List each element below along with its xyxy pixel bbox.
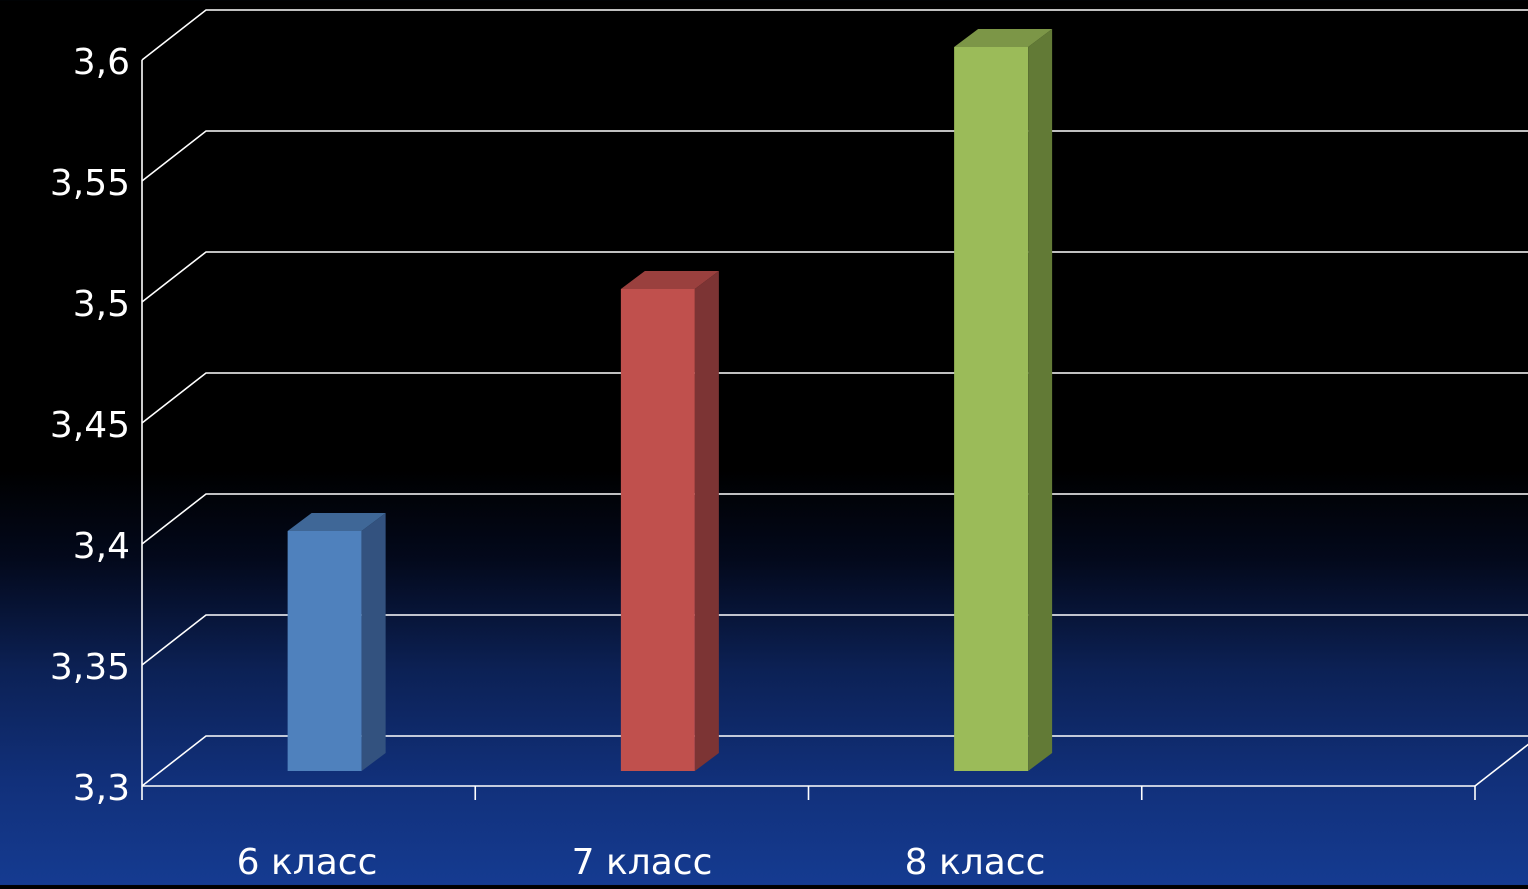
gridline	[141, 130, 1528, 182]
bar-side	[694, 271, 719, 771]
gridline	[141, 251, 1528, 303]
bar-side	[361, 513, 386, 771]
bar-side	[1028, 29, 1053, 771]
gridlines	[141, 9, 1528, 787]
bars	[287, 29, 1053, 771]
y-tick-label: 3,4	[73, 526, 130, 567]
bar	[954, 47, 1029, 771]
y-tick-label: 3,55	[50, 163, 130, 204]
bar	[620, 289, 695, 771]
gridline	[141, 614, 1528, 666]
y-tick-labels: 3,3 3,35 3,4 3,45 3,5 3,55 3,6	[50, 42, 130, 809]
x-tick-labels: 6 класс 7 класс 8 класс	[237, 842, 1046, 883]
bar-top	[287, 513, 386, 531]
y-tick-label: 3,45	[50, 405, 130, 446]
floor-right-edge	[1474, 743, 1528, 787]
y-tick-label: 3,3	[73, 768, 130, 809]
y-tick-label: 3,6	[73, 42, 130, 83]
x-tick-label: 8 класс	[905, 842, 1046, 883]
axes	[141, 60, 1528, 800]
gridline	[141, 735, 1528, 787]
y-tick-label: 3,35	[50, 647, 130, 688]
gridline	[141, 9, 1528, 61]
x-tick-label: 6 класс	[237, 842, 378, 883]
bar	[287, 531, 362, 771]
y-tick-label: 3,5	[73, 284, 130, 325]
bar-top	[954, 29, 1053, 47]
gridline	[141, 493, 1528, 545]
gridline	[141, 372, 1528, 424]
bar-top	[620, 271, 719, 289]
x-tick-label: 7 класс	[572, 842, 713, 883]
